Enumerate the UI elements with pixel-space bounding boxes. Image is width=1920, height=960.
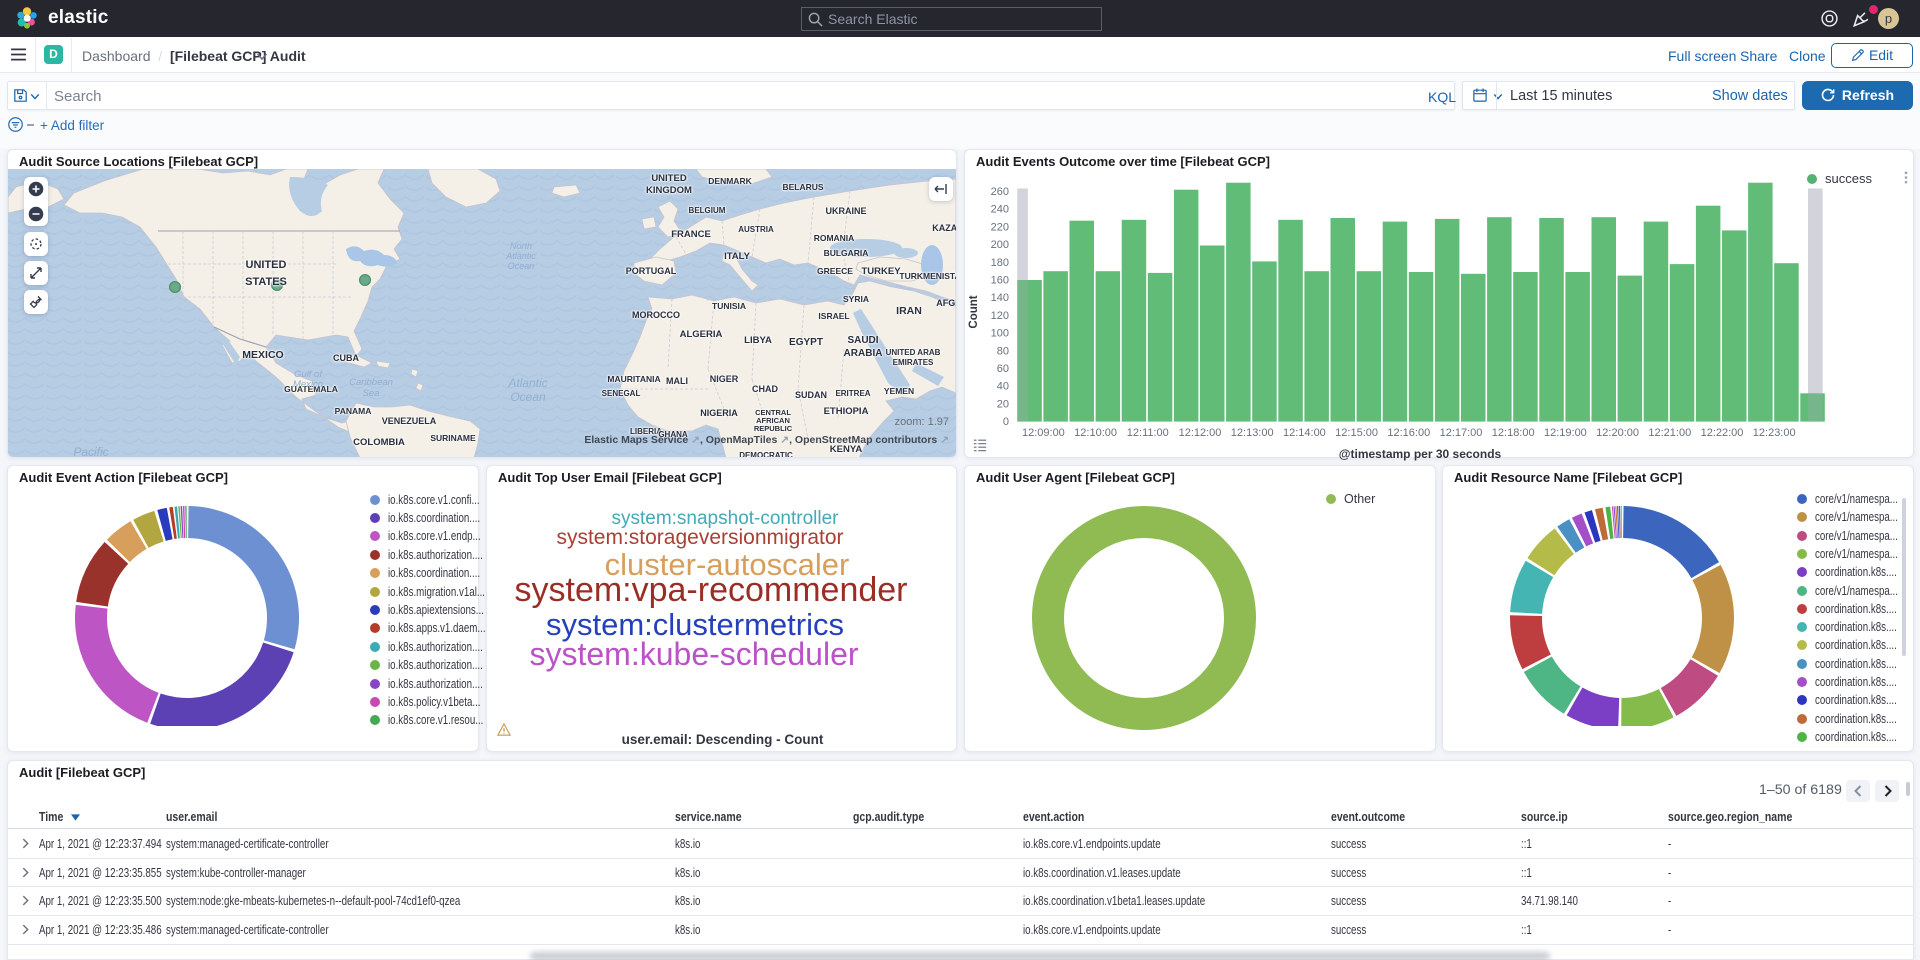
svg-text:12:16:00: 12:16:00 <box>1387 427 1430 439</box>
svg-text:12:10:00: 12:10:00 <box>1074 427 1117 439</box>
svg-text:240: 240 <box>991 204 1009 216</box>
svg-text:12:22:00: 12:22:00 <box>1701 427 1744 439</box>
svg-text:200: 200 <box>991 239 1009 251</box>
svg-text:12:15:00: 12:15:00 <box>1335 427 1378 439</box>
svg-text:12:09:00: 12:09:00 <box>1022 427 1065 439</box>
svg-text:Count: Count <box>968 295 980 328</box>
svg-text:12:17:00: 12:17:00 <box>1440 427 1483 439</box>
svg-text:100: 100 <box>991 328 1009 340</box>
svg-text:140: 140 <box>991 292 1009 304</box>
svg-text:0: 0 <box>1003 416 1009 428</box>
svg-text:180: 180 <box>991 257 1009 269</box>
svg-text:12:12:00: 12:12:00 <box>1179 427 1222 439</box>
svg-text:20: 20 <box>997 398 1009 410</box>
svg-text:12:13:00: 12:13:00 <box>1231 427 1274 439</box>
svg-text:60: 60 <box>997 363 1009 375</box>
svg-text:40: 40 <box>997 381 1009 393</box>
svg-text:@timestamp per 30 seconds: @timestamp per 30 seconds <box>1339 447 1502 461</box>
svg-text:12:21:00: 12:21:00 <box>1648 427 1691 439</box>
svg-text:12:18:00: 12:18:00 <box>1492 427 1535 439</box>
svg-text:12:23:00: 12:23:00 <box>1753 427 1796 439</box>
svg-text:120: 120 <box>991 310 1009 322</box>
svg-text:160: 160 <box>991 275 1009 287</box>
svg-text:220: 220 <box>991 221 1009 233</box>
svg-text:12:14:00: 12:14:00 <box>1283 427 1326 439</box>
svg-text:12:11:00: 12:11:00 <box>1127 427 1169 439</box>
svg-text:80: 80 <box>997 345 1009 357</box>
svg-text:12:19:00: 12:19:00 <box>1544 427 1587 439</box>
svg-text:260: 260 <box>991 186 1009 198</box>
svg-text:12:20:00: 12:20:00 <box>1596 427 1639 439</box>
